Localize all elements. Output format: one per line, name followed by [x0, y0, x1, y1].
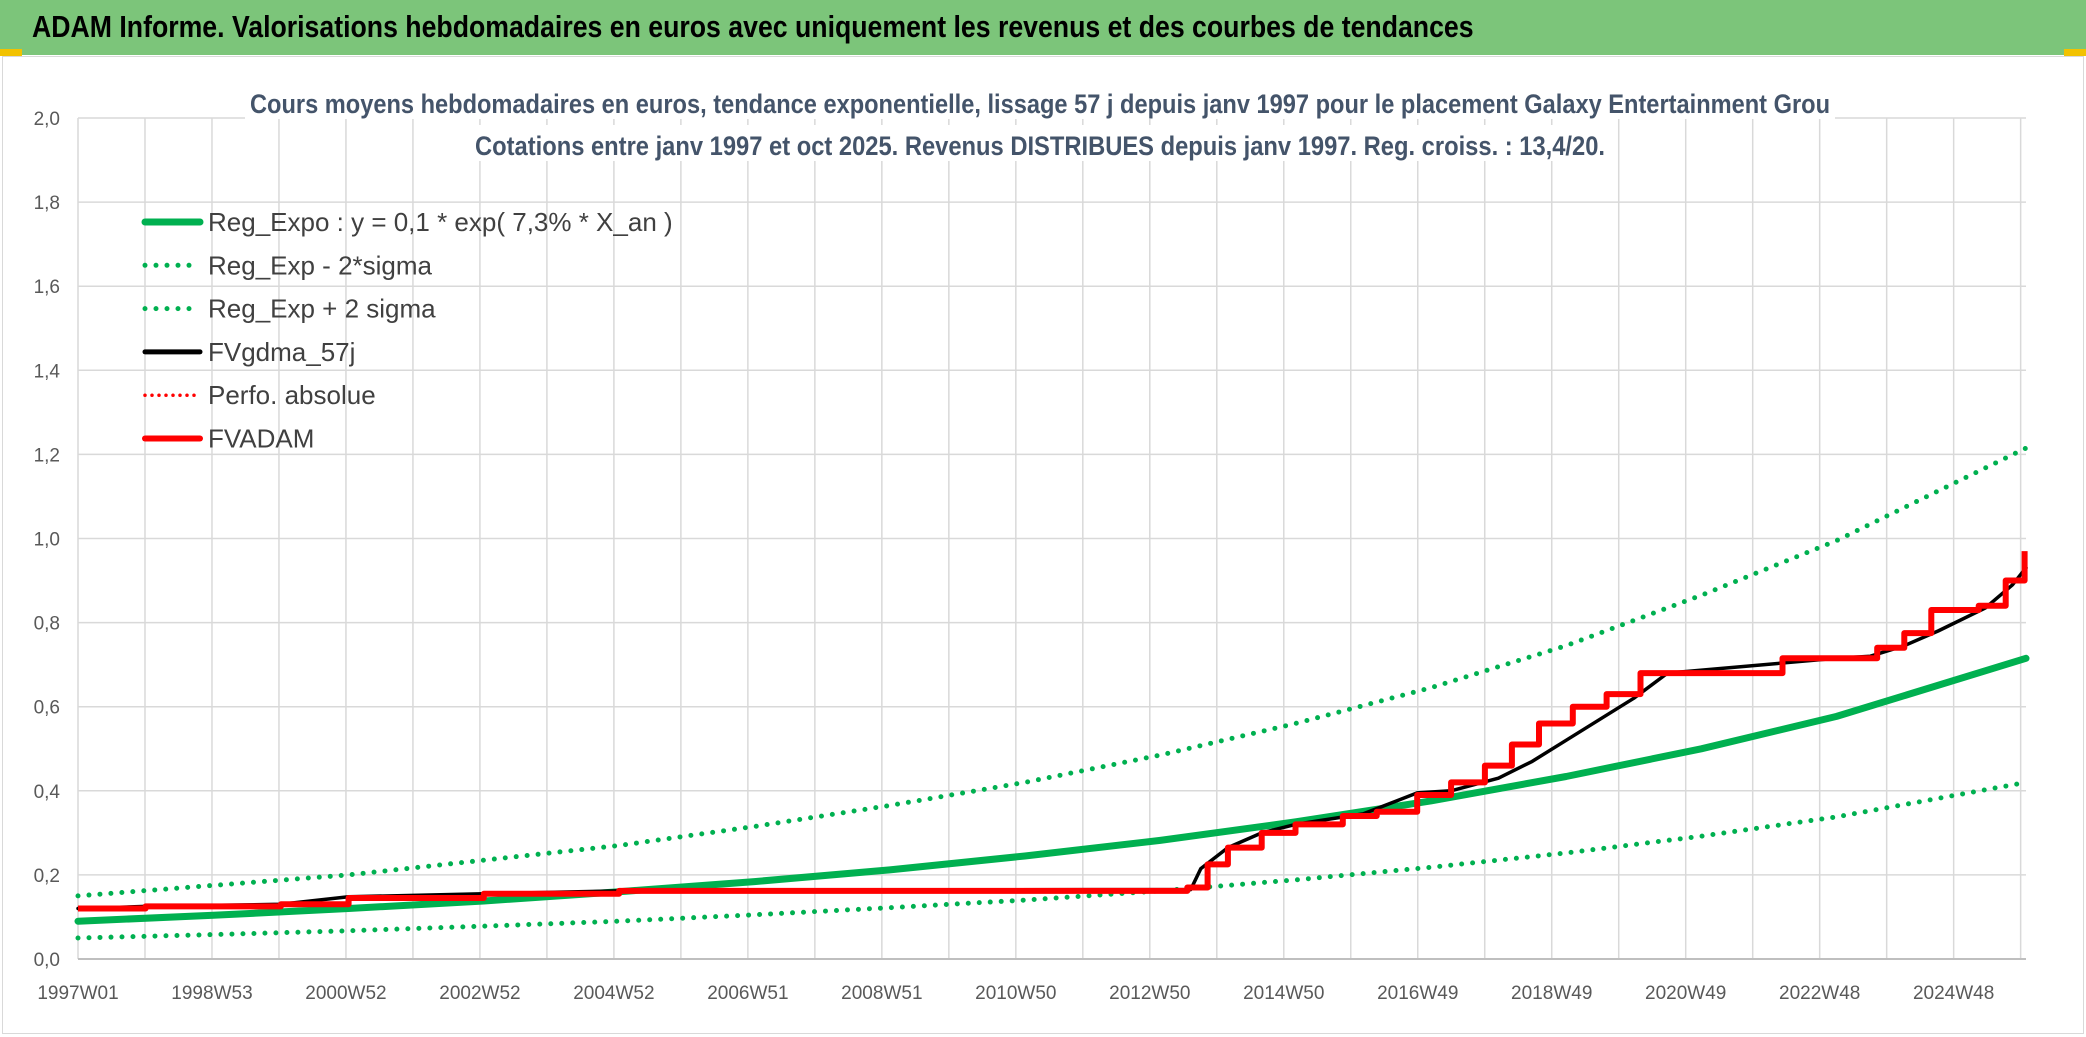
title-line-1-background: [245, 83, 1835, 119]
corner-accent-left: [0, 49, 22, 56]
x-tick-label: 1997W01: [37, 983, 118, 1004]
y-tick-label: 0,4: [34, 782, 61, 803]
x-tick-label: 2002W52: [439, 983, 520, 1004]
y-tick-label: 0,2: [34, 866, 60, 887]
x-tick-label: 2022W48: [1779, 983, 1860, 1004]
y-axis-ticks: 0,0 0,2 0,4 0,6 0,8 1,0 1,2 1,4 1,6 1,8 2,0: [34, 109, 61, 971]
y-tick-label: 0,0: [34, 950, 60, 971]
report-title: ADAM Informe. Valorisations hebdomadaire…: [32, 9, 1474, 44]
chart-title-line-2: Cotations entre janv 1997 et oct 2025. R…: [475, 131, 1605, 161]
legend-item-label: FVgdma_57j: [208, 337, 355, 367]
x-tick-label: 2010W50: [975, 983, 1056, 1004]
x-tick-label: 2024W48: [1913, 983, 1994, 1004]
x-tick-label: 2018W49: [1511, 983, 1592, 1004]
series-line-3: [75, 445, 2029, 899]
x-tick-label: 2008W51: [841, 983, 922, 1004]
x-tick-label: 1998W53: [171, 983, 252, 1004]
legend-item-label: FVADAM: [208, 424, 314, 454]
x-axis-ticks: 1997W01 1998W53 2000W52 2002W52 2004W52 2006W…: [37, 983, 1994, 1004]
x-tick-label: 2004W52: [573, 983, 654, 1004]
y-tick-label: 1,6: [34, 277, 60, 298]
chart-title: Cours moyens hebdomadaires en euros, ten…: [245, 83, 1835, 161]
chart-title-line-1: Cours moyens hebdomadaires en euros, ten…: [250, 89, 1830, 119]
y-tick-label: 1,2: [34, 445, 60, 466]
header-banner: ADAM Informe. Valorisations hebdomadaire…: [0, 0, 2086, 55]
y-tick-label: 0,8: [34, 614, 60, 635]
y-tick-label: 0,6: [34, 698, 60, 719]
series-line-2: [75, 779, 2029, 941]
legend-item-label: Reg_Expo : y = 0,1 * exp( 7,3% * X_an ): [208, 207, 673, 237]
legend-item-label: Reg_Exp - 2*sigma: [208, 250, 433, 280]
x-tick-label: 2020W49: [1645, 983, 1726, 1004]
y-tick-label: 1,0: [34, 530, 60, 551]
x-tick-label: 2006W51: [707, 983, 788, 1004]
x-tick-label: 2012W50: [1109, 983, 1190, 1004]
title-line-2-background: [470, 125, 1610, 161]
y-tick-label: 2,0: [34, 109, 60, 130]
series-line-1: [74, 654, 2030, 925]
y-tick-label: 1,8: [34, 193, 60, 214]
corner-accent-right: [2064, 49, 2086, 56]
series-layer: [74, 445, 2030, 941]
chart-frame: [2, 56, 2084, 1034]
x-tick-label: 2000W52: [305, 983, 386, 1004]
legend: Reg_Expo : y = 0,1 * exp( 7,3% * X_an ) R…: [141, 207, 673, 454]
legend-item-label: Perfo. absolue: [208, 380, 376, 410]
series-line-6: [78, 551, 2028, 912]
x-tick-label: 2016W49: [1377, 983, 1458, 1004]
x-tick-label: 2014W50: [1243, 983, 1324, 1004]
y-tick-label: 1,4: [34, 361, 61, 382]
legend-item-label: Reg_Exp + 2 sigma: [208, 294, 436, 324]
